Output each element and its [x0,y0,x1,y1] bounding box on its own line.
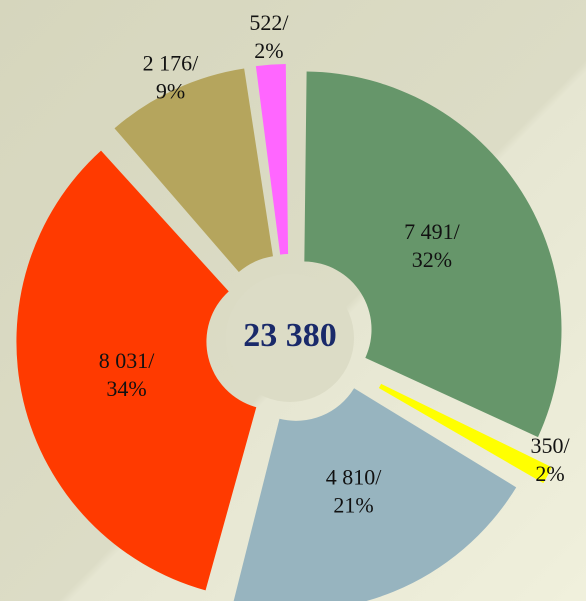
value-label: 522/ [249,10,289,35]
donut-hole [226,274,354,402]
donut-slice [16,150,257,591]
value-label: 2 176/ [143,50,200,75]
donut-slice [114,68,273,273]
value-label: 8 031/ [99,348,156,373]
percent-label: 34% [106,376,146,401]
percent-label: 2% [254,38,283,63]
value-label: 7 491/ [404,219,461,244]
percent-label: 32% [412,247,452,272]
donut-slice [378,383,552,484]
value-label: 4 810/ [326,465,383,490]
percent-label: 21% [333,493,373,518]
donut-slice [255,64,289,255]
value-label: 350/ [530,433,570,458]
donut-slice [304,71,562,438]
donut-slice [233,388,517,601]
total-label: 23 380 [243,317,337,354]
percent-label: 9% [156,78,185,103]
percent-label: 2% [535,461,564,486]
